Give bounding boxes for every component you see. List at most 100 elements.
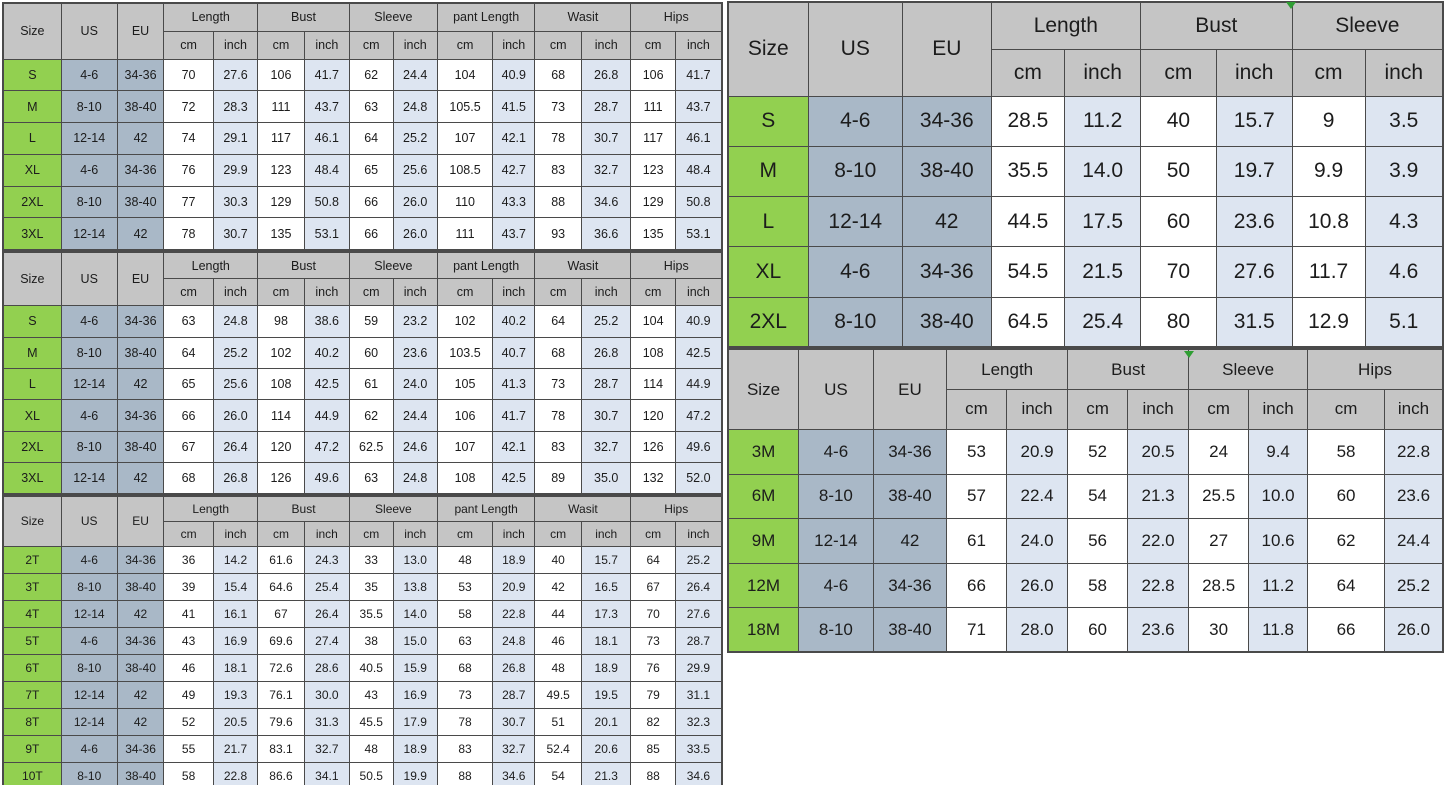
unit-header-cm: cm [163,30,214,60]
value-cell: 48.4 [674,153,723,187]
value-cell: 88 [436,762,494,785]
table-row: M 8-10 38-40 72 28.3 111 43.7 63 24.8 105.5 41.5 73… [2,90,723,124]
us-cell: 4-6 [60,735,118,764]
value-cell: 53 [436,572,494,601]
value-cell: 21.7 [212,735,259,764]
table-row: 2XL 8-10 38-40 67 26.4 120 47.2 62.5 24.6 107 42.1… [2,430,723,464]
value-cell: 26.8 [492,653,536,683]
value-cell: 30.7 [580,399,632,432]
value-cell: 86.6 [257,762,305,785]
col-header-size: Size [2,251,62,307]
value-cell: 18.9 [580,653,632,683]
unit-header-cm: cm [257,30,305,60]
value-cell: 104 [436,58,494,92]
eu-cell: 38-40 [116,430,165,464]
value-cell: 89 [534,462,582,495]
us-cell: 8-10 [60,430,118,464]
value-cell: 9.4 [1248,428,1309,475]
value-cell: 28.6 [303,653,350,683]
value-cell: 10.6 [1248,518,1309,564]
table-row: 2XL 8-10 38-40 77 30.3 129 50.8 66 26.0 110 43.3 88… [2,185,723,219]
value-cell: 25.2 [674,545,723,574]
value-cell: 42.5 [492,462,536,495]
value-cell: 66 [946,562,1007,609]
value-cell: 64 [1307,562,1386,609]
group-header: Sleeve [348,2,438,32]
us-cell: 8-10 [807,145,903,198]
unit-header-inch: inch [580,520,632,547]
value-cell: 64.6 [257,572,305,601]
value-cell: 58 [1307,428,1386,475]
value-cell: 56 [1067,518,1128,564]
value-cell: 76 [630,653,676,683]
value-cell: 52 [1067,428,1128,475]
value-cell: 24.6 [392,430,438,464]
value-cell: 23.6 [1384,473,1444,520]
size-cell: S [2,305,62,338]
value-cell: 60 [348,336,394,370]
value-cell: 34.6 [492,762,536,785]
value-cell: 26.0 [392,217,438,251]
unit-header-cm: cm [630,30,676,60]
value-cell: 24.4 [1384,518,1444,564]
unit-header-inch: inch [212,30,259,60]
value-cell: 73 [534,90,582,124]
value-cell: 28.7 [580,368,632,401]
value-cell: 22.0 [1126,518,1190,564]
eu-cell: 42 [116,122,165,155]
value-cell: 25.2 [392,122,438,155]
value-cell: 34.6 [580,185,632,219]
value-cell: 117 [257,122,305,155]
us-cell: 4-6 [807,95,903,147]
eu-cell: 38-40 [116,336,165,370]
value-cell: 48 [348,735,394,764]
us-cell: 12-14 [60,122,118,155]
unit-header-inch: inch [392,520,438,547]
size-chart-table-women-2: Size US EU Length Bust Sleeve pant Length Wasit… [2,250,723,496]
unit-header-cm: cm [1188,388,1250,430]
size-cell: 3M [727,428,799,475]
value-cell: 67 [257,599,305,628]
value-cell: 78 [163,217,214,251]
value-cell: 35.0 [580,462,632,495]
value-cell: 32.7 [492,735,536,764]
table-row: 3XL 12-14 42 68 26.8 126 49.6 63 24.8 108 42.5 89 35… [2,462,723,495]
table-row: 2T 4-6 34-36 36 14.2 61.6 24.3 33 13.0 48 18.9 40 15… [2,545,723,574]
value-cell: 66 [348,217,394,251]
value-cell: 11.8 [1248,607,1309,653]
size-cell: 2XL [727,296,809,348]
value-cell: 49.6 [303,462,350,495]
value-cell: 23.6 [392,336,438,370]
value-cell: 77 [163,185,214,219]
value-cell: 64 [163,336,214,370]
table-row: 9T 4-6 34-36 55 21.7 83.1 32.7 48 18.9 83 32.7 52.4… [2,735,723,764]
value-cell: 14.0 [1064,145,1142,198]
us-cell: 8-10 [60,185,118,219]
value-cell: 4.6 [1364,246,1444,298]
value-cell: 27.4 [303,626,350,656]
value-cell: 103.5 [436,336,494,370]
value-cell: 40.5 [348,653,394,683]
header-row-groups: Size US EU Length Bust Sleeve Hips [727,348,1444,430]
size-cell: 7T [2,681,62,710]
value-cell: 32.7 [580,153,632,187]
value-cell: 9.9 [1291,145,1366,198]
value-cell: 20.6 [580,735,632,764]
value-cell: 63 [163,305,214,338]
value-cell: 24.0 [392,368,438,401]
value-cell: 111 [630,90,676,124]
unit-header-cm: cm [163,278,214,307]
value-cell: 38 [348,626,394,656]
value-cell: 18.1 [580,626,632,656]
value-cell: 4.3 [1364,196,1444,248]
table-row: 10T 8-10 38-40 58 22.8 86.6 34.1 50.5 19.9 88 34.6… [2,762,723,785]
unit-header-cm: cm [534,278,582,307]
size-cell: 4T [2,599,62,628]
value-cell: 110 [436,185,494,219]
value-cell: 70 [1140,246,1217,298]
value-cell: 54 [1067,473,1128,520]
value-cell: 104 [630,305,676,338]
size-cell: L [2,122,62,155]
value-cell: 83.1 [257,735,305,764]
value-cell: 80 [1140,296,1217,348]
